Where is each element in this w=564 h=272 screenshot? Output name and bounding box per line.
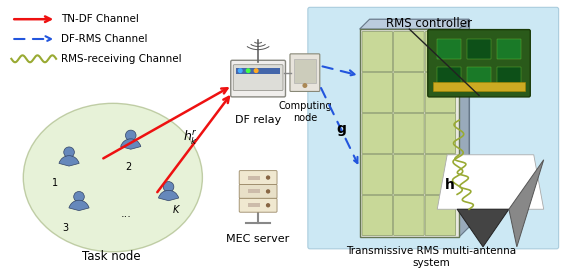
- Polygon shape: [459, 19, 469, 237]
- FancyBboxPatch shape: [425, 196, 456, 236]
- Bar: [294, 59, 316, 82]
- Bar: [248, 189, 260, 193]
- FancyBboxPatch shape: [394, 32, 424, 72]
- FancyBboxPatch shape: [394, 154, 424, 194]
- Text: MEC server: MEC server: [227, 234, 290, 244]
- FancyBboxPatch shape: [362, 73, 393, 113]
- FancyBboxPatch shape: [425, 113, 456, 153]
- FancyBboxPatch shape: [231, 60, 285, 97]
- Polygon shape: [509, 160, 544, 247]
- Bar: [360, 29, 459, 237]
- Text: RMS controller: RMS controller: [386, 17, 472, 30]
- Wedge shape: [59, 156, 79, 166]
- Circle shape: [302, 83, 307, 88]
- Bar: [437, 67, 461, 86]
- Bar: [248, 176, 260, 180]
- FancyBboxPatch shape: [239, 171, 277, 184]
- Text: Task node: Task node: [82, 250, 140, 263]
- Wedge shape: [158, 190, 179, 201]
- Bar: [497, 67, 521, 86]
- Circle shape: [64, 147, 74, 157]
- FancyBboxPatch shape: [394, 196, 424, 236]
- Ellipse shape: [23, 103, 202, 252]
- Text: $\mathbf{h}$: $\mathbf{h}$: [444, 177, 455, 192]
- Bar: [433, 82, 525, 91]
- Circle shape: [267, 190, 270, 193]
- FancyBboxPatch shape: [290, 54, 320, 91]
- Polygon shape: [437, 155, 544, 209]
- Polygon shape: [360, 19, 469, 29]
- Circle shape: [239, 69, 242, 72]
- FancyBboxPatch shape: [425, 32, 456, 72]
- Circle shape: [267, 204, 270, 207]
- Circle shape: [74, 191, 84, 202]
- Bar: [497, 39, 521, 59]
- FancyBboxPatch shape: [362, 154, 393, 194]
- FancyBboxPatch shape: [239, 184, 277, 198]
- Text: Transmissive RMS multi-antenna
system: Transmissive RMS multi-antenna system: [346, 246, 516, 268]
- Bar: [467, 67, 491, 86]
- Bar: [236, 68, 280, 74]
- FancyBboxPatch shape: [425, 73, 456, 113]
- FancyBboxPatch shape: [239, 198, 277, 212]
- FancyBboxPatch shape: [362, 196, 393, 236]
- Wedge shape: [121, 139, 141, 149]
- Text: $\mathbf{g}$: $\mathbf{g}$: [336, 123, 347, 138]
- FancyBboxPatch shape: [428, 30, 530, 97]
- Text: DF relay: DF relay: [235, 115, 281, 125]
- FancyBboxPatch shape: [308, 7, 558, 249]
- Polygon shape: [369, 19, 469, 227]
- Text: $h_k^r$: $h_k^r$: [183, 129, 198, 147]
- Bar: [467, 39, 491, 59]
- FancyBboxPatch shape: [362, 32, 393, 72]
- Text: DF-RMS Channel: DF-RMS Channel: [61, 34, 148, 44]
- Circle shape: [125, 130, 136, 141]
- FancyBboxPatch shape: [394, 113, 424, 153]
- FancyBboxPatch shape: [362, 113, 393, 153]
- FancyBboxPatch shape: [233, 65, 283, 91]
- Circle shape: [246, 69, 250, 72]
- Text: ...: ...: [120, 209, 131, 219]
- Circle shape: [267, 176, 270, 179]
- Circle shape: [254, 69, 258, 72]
- Text: 1: 1: [52, 178, 58, 188]
- Bar: [248, 203, 260, 207]
- Text: 2: 2: [126, 162, 132, 172]
- Circle shape: [163, 182, 174, 192]
- Wedge shape: [69, 200, 89, 211]
- Text: $K$: $K$: [172, 203, 181, 215]
- Text: Computing
node: Computing node: [278, 101, 332, 123]
- Text: TN-DF Channel: TN-DF Channel: [61, 14, 139, 24]
- Bar: [437, 39, 461, 59]
- FancyBboxPatch shape: [394, 73, 424, 113]
- FancyBboxPatch shape: [425, 154, 456, 194]
- Polygon shape: [457, 209, 509, 247]
- Text: 3: 3: [62, 223, 68, 233]
- Text: RMS-receiving Channel: RMS-receiving Channel: [61, 54, 182, 64]
